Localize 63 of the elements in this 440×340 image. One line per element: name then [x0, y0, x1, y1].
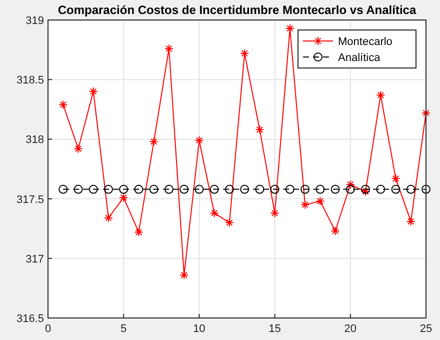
point — [88, 87, 98, 96]
point — [361, 187, 370, 196]
point — [74, 184, 83, 194]
point — [376, 90, 386, 100]
point — [210, 184, 219, 194]
y-tick-label: 318 — [26, 134, 44, 146]
y-tick-label: 317.5 — [16, 194, 44, 206]
point — [119, 184, 128, 194]
point — [180, 184, 189, 194]
point — [134, 184, 144, 194]
point — [391, 174, 400, 184]
point — [316, 184, 325, 194]
point — [330, 226, 340, 236]
point — [300, 200, 310, 210]
point — [391, 184, 400, 194]
point — [255, 184, 264, 194]
point — [180, 270, 189, 280]
point — [361, 184, 370, 194]
point — [316, 196, 325, 206]
x-tick-label: 25 — [420, 323, 432, 335]
point — [88, 184, 98, 194]
point — [164, 184, 174, 194]
point — [285, 184, 294, 194]
point — [285, 24, 294, 33]
point — [240, 48, 250, 58]
point — [194, 184, 204, 194]
point — [58, 100, 68, 110]
point — [300, 184, 310, 194]
point — [149, 184, 158, 194]
point — [104, 184, 113, 194]
point — [104, 213, 113, 222]
legend-label: Analítica — [338, 52, 382, 64]
point — [210, 208, 219, 218]
point — [406, 184, 416, 194]
point — [406, 216, 416, 226]
y-tick-label: 318.5 — [16, 74, 44, 87]
y-tick-label: 316.5 — [16, 313, 44, 325]
legend-label: Montecarlo — [338, 36, 392, 48]
y-tick-label: 319 — [26, 15, 44, 27]
point — [422, 184, 430, 194]
point — [134, 228, 144, 237]
chart-title: Comparación Costos de Incertidumbre Montecarlo vs Analítica — [58, 3, 416, 17]
point — [346, 180, 355, 189]
x-tick-label: 5 — [120, 323, 127, 335]
point — [255, 125, 264, 134]
point — [149, 137, 158, 146]
x-tick-label: 0 — [44, 323, 52, 335]
x-tick-label: 10 — [193, 323, 206, 335]
point — [224, 218, 234, 228]
point — [240, 184, 250, 194]
point — [58, 184, 68, 194]
x-tick-label: 20 — [344, 323, 357, 335]
point — [376, 184, 386, 194]
point — [270, 184, 280, 194]
point — [119, 193, 128, 202]
point — [194, 136, 204, 145]
point — [346, 184, 355, 194]
point — [74, 144, 83, 154]
x-tick-label: 15 — [268, 323, 281, 335]
point — [270, 208, 280, 218]
y-tick-label: 317 — [26, 253, 44, 266]
point — [224, 184, 234, 194]
point — [330, 184, 340, 194]
